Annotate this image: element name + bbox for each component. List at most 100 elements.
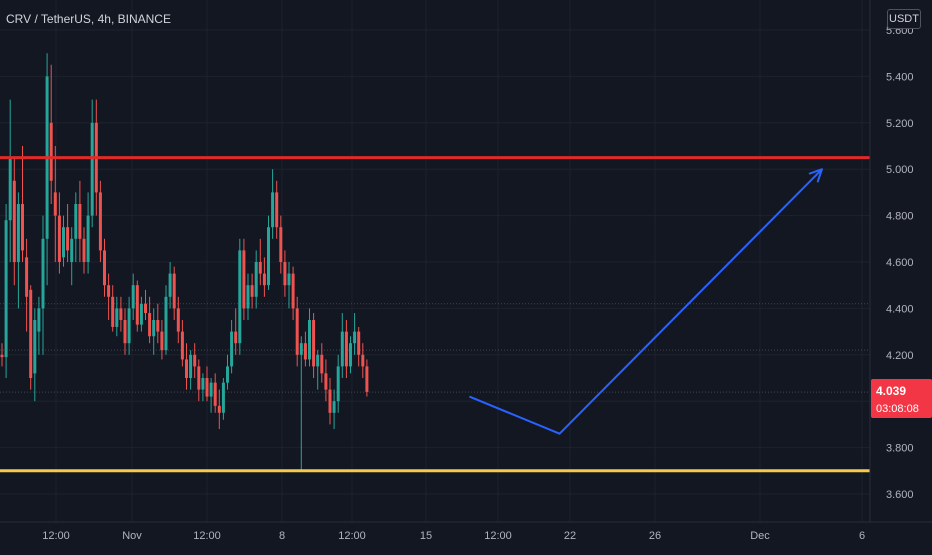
candle <box>250 273 254 309</box>
candle-body <box>70 238 74 262</box>
candle-body <box>246 285 250 309</box>
candle <box>90 99 94 228</box>
projection-path[interactable] <box>469 168 823 435</box>
candle <box>197 359 201 402</box>
candle <box>267 215 270 290</box>
candle <box>303 331 307 367</box>
candle-body <box>357 331 361 355</box>
candle-body <box>180 331 184 360</box>
candle <box>0 343 4 367</box>
candle <box>254 250 258 309</box>
candle-body <box>8 157 12 221</box>
candle-body <box>156 320 160 332</box>
candle <box>230 320 234 374</box>
candle-body <box>303 343 307 360</box>
candles <box>0 53 369 471</box>
candle <box>21 146 24 262</box>
x-tick-label: 8 <box>279 530 285 542</box>
candle <box>107 273 111 320</box>
candle <box>4 204 8 378</box>
price-axis[interactable]: 5.6005.4005.2005.0004.8004.6004.4004.200… <box>886 25 914 501</box>
candle <box>156 303 160 344</box>
candle <box>242 238 246 320</box>
candle-body <box>131 285 135 309</box>
x-tick-label: Nov <box>122 530 142 542</box>
candle <box>148 296 152 344</box>
x-tick-label: Dec <box>750 530 770 542</box>
candle-body <box>78 204 82 239</box>
candle <box>193 343 197 378</box>
candle <box>74 192 78 262</box>
candle-body <box>340 331 344 367</box>
candle-body <box>250 285 254 297</box>
candle <box>53 146 57 262</box>
candle <box>336 354 340 413</box>
currency-badge[interactable]: USDT <box>887 9 921 29</box>
candle-body <box>82 238 86 262</box>
candle-body <box>221 382 225 413</box>
time-axis[interactable]: 12:00 Nov 12:00 8 12:00 15 12:00 22 26 Dec 6 <box>42 530 865 542</box>
candle <box>12 157 16 286</box>
candle <box>160 320 164 360</box>
candle-body <box>201 378 205 390</box>
candle-body <box>160 331 164 351</box>
candle-body <box>49 122 53 181</box>
candle-body <box>111 296 115 327</box>
x-tick-label: 12:00 <box>484 530 512 542</box>
candle-body <box>152 320 156 337</box>
projection-drawing[interactable] <box>469 168 823 435</box>
candle-body <box>4 220 8 358</box>
candle-body <box>90 122 94 216</box>
candle-body <box>164 296 168 351</box>
candle <box>308 308 311 367</box>
candle-body <box>365 366 369 392</box>
horizontal-levels[interactable] <box>0 156 870 473</box>
candle-body <box>361 354 365 367</box>
candle <box>226 354 229 390</box>
candle-body <box>193 354 197 367</box>
x-tick-label: 12:00 <box>338 530 366 542</box>
candle-body <box>254 262 258 297</box>
candle <box>29 285 33 390</box>
candle <box>213 373 217 413</box>
candle <box>62 215 65 267</box>
candle-body <box>185 359 188 378</box>
candle-body <box>25 257 29 297</box>
symbol-title: CRV / TetherUS, 4h, BINANCE <box>6 12 171 26</box>
y-tick-label: 4.400 <box>886 303 914 315</box>
projection-arrowhead[interactable] <box>808 168 823 183</box>
candle <box>320 343 324 383</box>
candle-body <box>349 343 352 367</box>
candle-body <box>139 303 143 325</box>
candle <box>33 308 37 402</box>
candle-body <box>287 273 291 286</box>
candle <box>176 296 180 344</box>
candle <box>82 227 86 274</box>
candle <box>340 313 344 378</box>
candle <box>98 180 102 262</box>
candle-body <box>168 273 172 297</box>
candle <box>49 64 53 204</box>
candle <box>353 313 357 355</box>
candle-body <box>209 382 213 397</box>
candle-body <box>234 331 238 344</box>
candle <box>262 257 266 297</box>
candle-body <box>197 366 201 390</box>
candle <box>365 359 369 397</box>
candle-body <box>53 192 57 216</box>
candle-body <box>86 215 90 262</box>
candle <box>168 262 172 309</box>
candle-body <box>148 313 152 337</box>
candle <box>127 296 131 355</box>
candle-body <box>127 308 131 344</box>
current-price-label: 4.039 03:08:08 <box>871 379 932 418</box>
x-tick-label: 6 <box>859 530 865 542</box>
candle <box>144 289 147 320</box>
candle <box>287 262 291 309</box>
candle-body <box>332 401 336 413</box>
y-tick-label: 3.800 <box>886 443 914 455</box>
candle-body <box>283 262 287 286</box>
candle <box>180 320 184 367</box>
